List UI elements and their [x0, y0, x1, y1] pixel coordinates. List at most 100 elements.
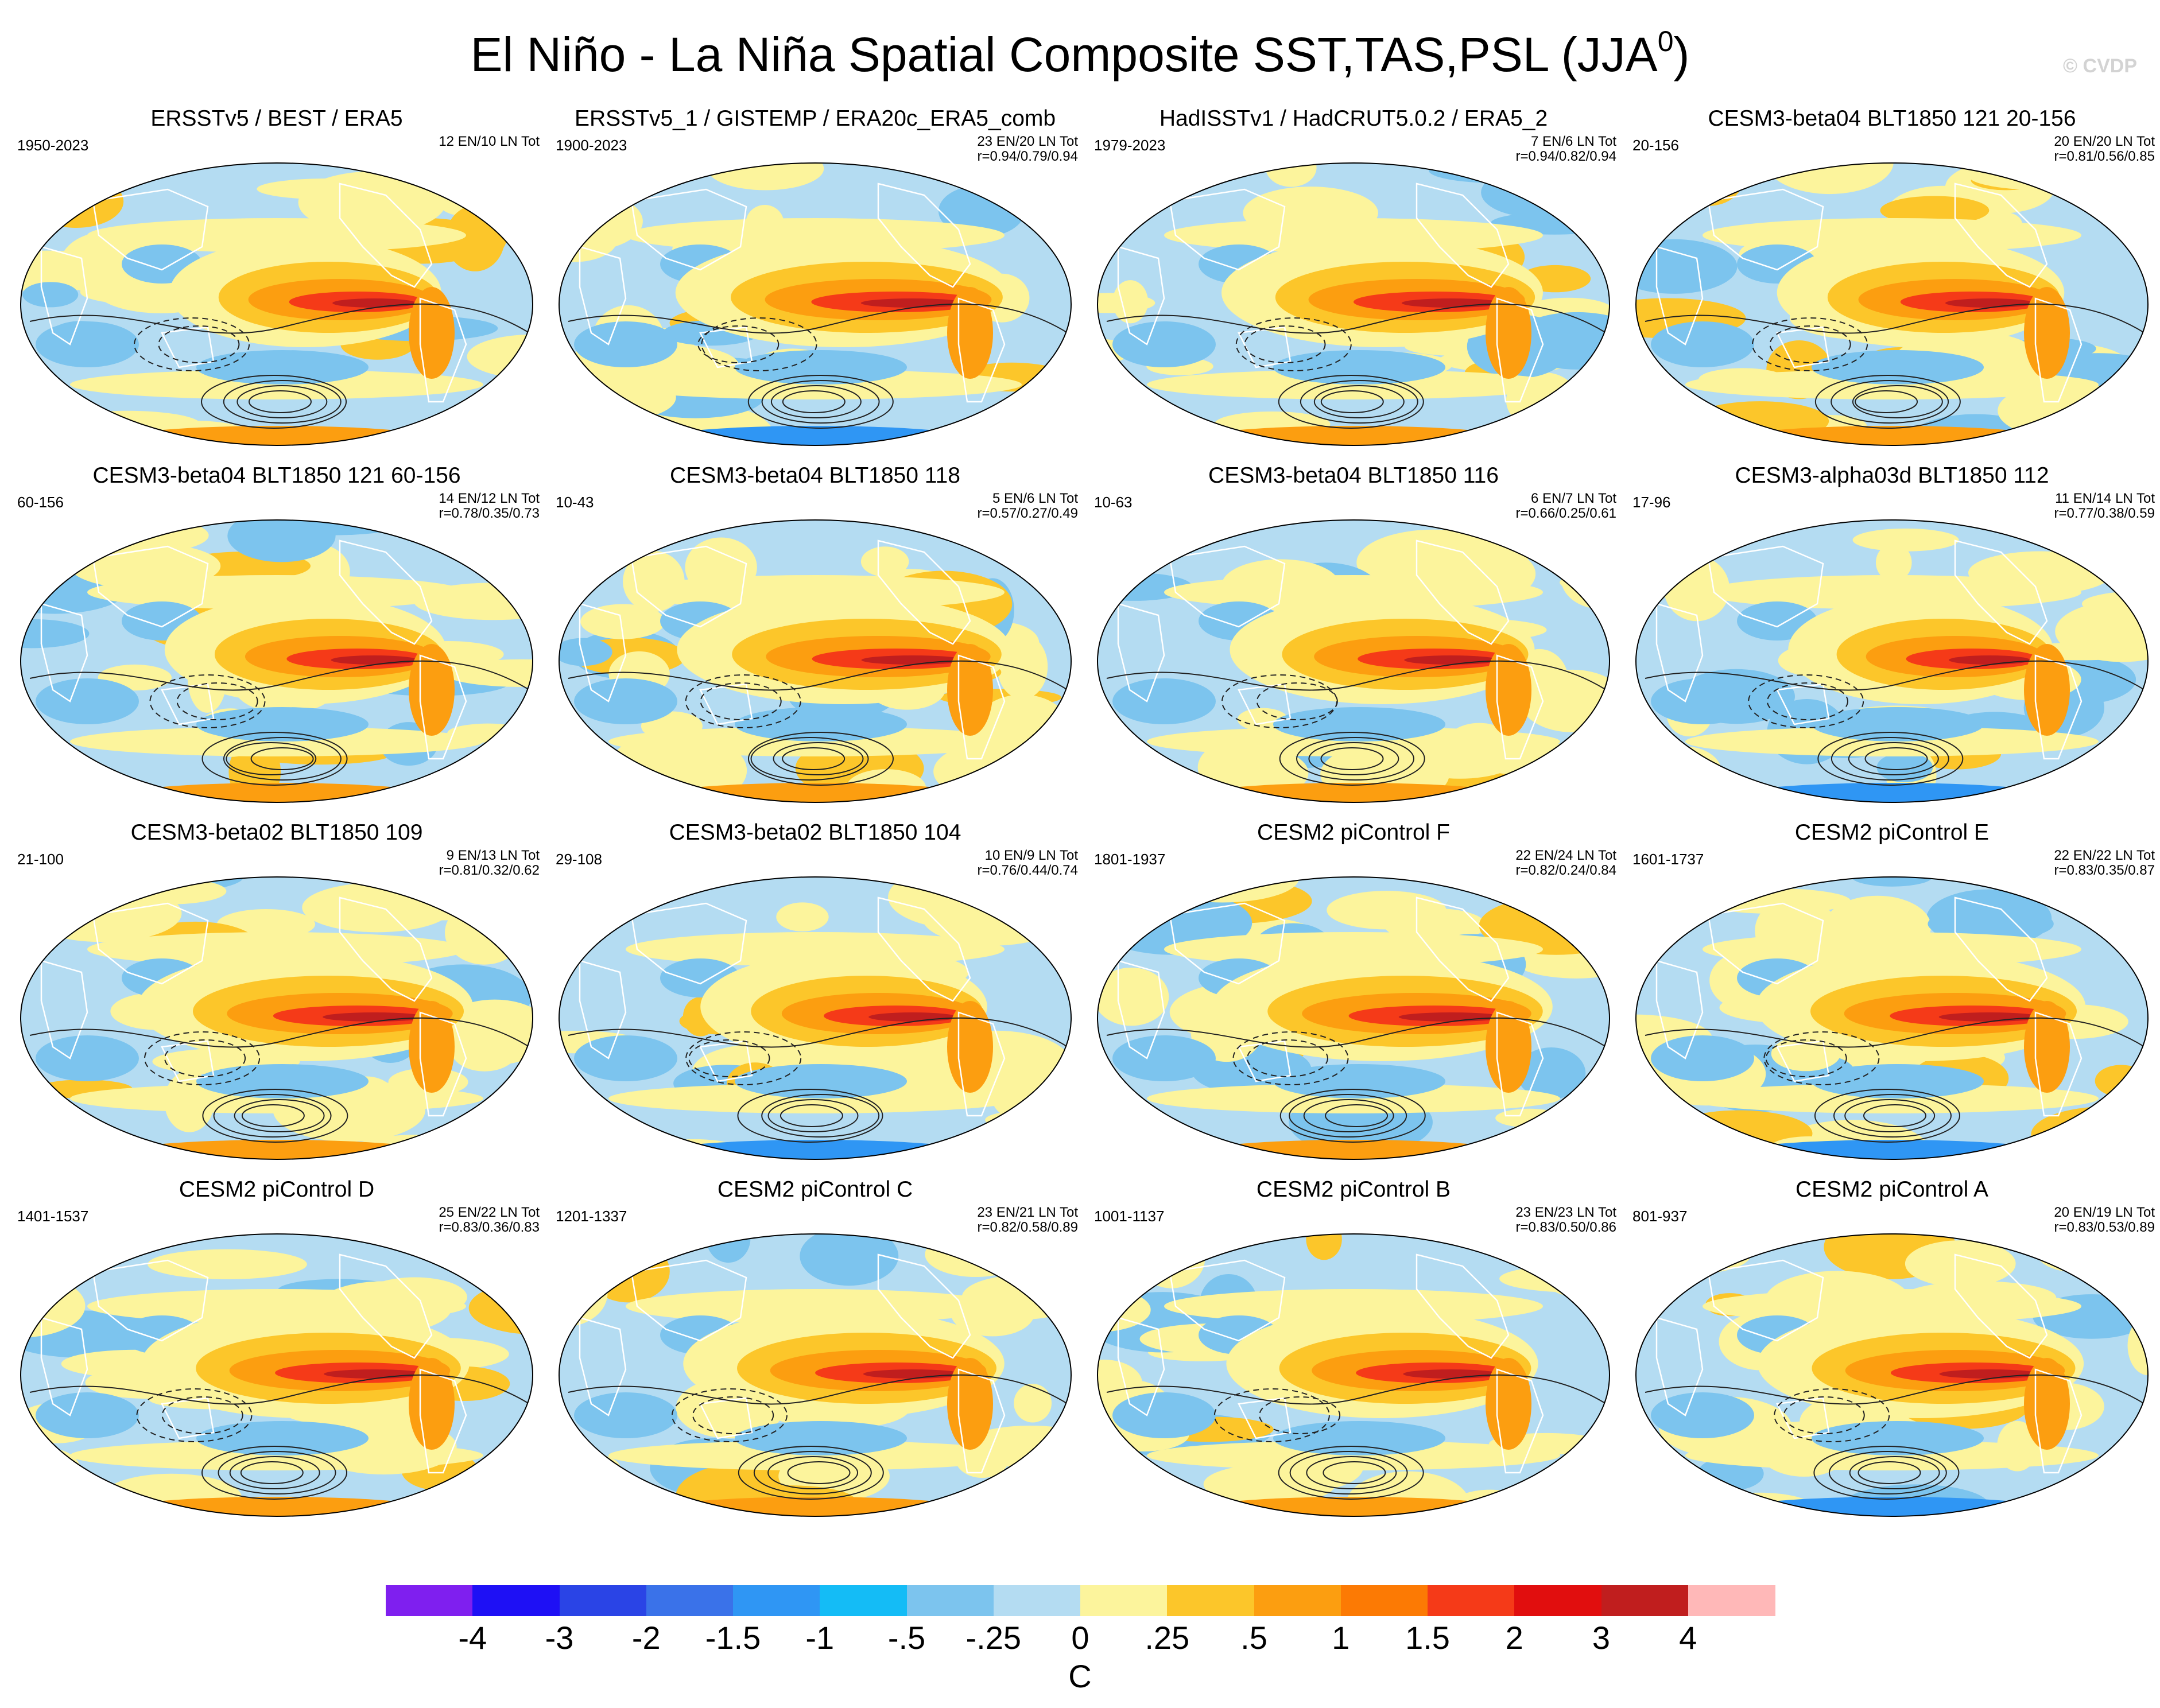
coastline: [339, 539, 433, 645]
anomaly-patch: [735, 1064, 907, 1098]
polar-anomaly: [643, 1140, 987, 1159]
anomaly-patch: [925, 1234, 1026, 1277]
colorbar: [386, 1585, 1775, 1616]
anomaly-patch: [1875, 544, 1912, 582]
anomaly-band: [70, 1441, 483, 1470]
anomaly-patch: [1651, 678, 1754, 724]
psl-contour-zero: [1106, 303, 1607, 334]
coastal-warm: [409, 1001, 455, 1093]
map-panel: HadISSTv1 / HadCRUT5.0.2 / ERA5_2 1979-20…: [1084, 106, 1623, 461]
coastline: [1238, 1040, 1292, 1082]
anomaly-band: [608, 1441, 1022, 1470]
robinson-map: [559, 876, 1072, 1160]
psl-contour-positive: [753, 1451, 872, 1495]
anomaly-patch: [1905, 1240, 2016, 1287]
enso-core-max: [1404, 655, 1498, 665]
coastline: [92, 188, 209, 271]
coastline: [40, 603, 88, 702]
anomaly-patch: [1112, 280, 1149, 324]
anomaly-patch: [1112, 1035, 1216, 1081]
map-outline: [1097, 876, 1610, 1160]
robinson-map: [1635, 1233, 2149, 1517]
psl-contour-zero: [1645, 303, 2145, 334]
coastal-warm: [947, 1358, 993, 1450]
panel-counts: 6 EN/7 LN Tot: [1531, 491, 1616, 506]
coastline: [1954, 1253, 2048, 1359]
coastal-warm: [947, 287, 993, 379]
panel-counts: 5 EN/6 LN Tot: [992, 491, 1078, 506]
coastal-warm: [409, 1358, 455, 1450]
colorbar-swatch: [820, 1585, 907, 1616]
anomaly-patch: [467, 334, 533, 379]
map-panel: CESM3-beta04 BLT1850 118 10-43 5 EN/6 LN T…: [545, 463, 1085, 818]
anomaly-patch: [1098, 168, 1163, 220]
panel-correlation: r=0.76/0.44/0.74: [977, 863, 1078, 878]
coastline: [877, 1253, 971, 1359]
psl-contour-positive: [1852, 385, 1943, 418]
panel-stats: 20 EN/20 LN Tot r=0.81/0.56/0.85: [2054, 134, 2155, 164]
anomaly-patch: [1481, 167, 1590, 218]
map-outline: [1635, 876, 2149, 1160]
anomaly-patch: [1112, 321, 1216, 367]
panel-counts: 10 EN/9 LN Tot: [984, 848, 1078, 863]
panel-stats: 12 EN/10 LN Tot: [439, 134, 540, 149]
anomaly-patch: [1098, 1112, 1172, 1159]
anomaly-patch: [574, 1035, 677, 1081]
anomaly-patch: [36, 1035, 139, 1081]
colorbar-swatch: [1167, 1585, 1254, 1616]
coastal-warm: [2024, 644, 2070, 736]
robinson-map: [20, 876, 533, 1160]
anomaly-patch: [474, 389, 533, 445]
coastline: [1954, 183, 2048, 288]
anomaly-patch: [1851, 877, 1933, 887]
panel-title: CESM3-beta04 BLT1850 121 20-156: [1708, 106, 2076, 131]
robinson-map: [1635, 162, 2149, 446]
anomaly-band: [608, 727, 1022, 756]
coastline: [1655, 246, 1704, 346]
map-panel: CESM3-alpha03d BLT1850 112 17-96 11 EN/14 …: [1622, 463, 2160, 818]
panel-title: HadISSTv1 / HadCRUT5.0.2 / ERA5_2: [1159, 106, 1548, 131]
coastline: [1238, 326, 1292, 368]
map-outline: [1097, 519, 1610, 803]
panel-stats: 11 EN/14 LN Tot r=0.77/0.38/0.59: [2054, 491, 2155, 521]
coastline: [1117, 960, 1165, 1059]
anomaly-patch: [36, 1392, 139, 1438]
robinson-map: [559, 1233, 1072, 1517]
anomaly-patch: [2104, 1124, 2148, 1159]
psl-contour-positive: [782, 390, 846, 413]
psl-contour-positive: [1289, 1451, 1408, 1495]
coastline: [579, 960, 627, 1059]
psl-contour-positive: [773, 742, 864, 775]
psl-contour-negative: [1259, 1396, 1341, 1434]
panel-years: 17-96: [1632, 494, 1671, 511]
psl-contour-positive: [1279, 732, 1425, 786]
anomaly-patch: [1014, 1384, 1052, 1423]
anomaly-patch: [735, 707, 907, 742]
coastal-warm: [2024, 287, 2070, 379]
anomaly-patch: [1053, 1280, 1071, 1325]
psl-contour-positive: [767, 1099, 859, 1132]
anomaly-patch: [1112, 1392, 1216, 1438]
panel-title: CESM3-beta04 BLT1850 118: [670, 463, 960, 488]
coastline: [419, 1368, 467, 1474]
anomaly-patch: [21, 527, 112, 548]
colorbar-swatch: [386, 1585, 473, 1616]
panel-correlation: r=0.81/0.32/0.62: [439, 863, 540, 878]
psl-contour-positive: [1296, 737, 1414, 781]
map-panel: CESM3-beta02 BLT1850 104 29-108 10 EN/9 LN…: [545, 820, 1085, 1175]
psl-contour-negative: [1783, 1396, 1865, 1434]
panel-counts: 22 EN/24 LN Tot: [1515, 848, 1616, 863]
psl-contour-positive: [248, 390, 312, 413]
colorbar-tick-label: 0: [1071, 1620, 1089, 1656]
robinson-map: [1097, 1233, 1610, 1517]
panel-title: CESM3-beta04 BLT1850 121 60-156: [92, 463, 461, 488]
psl-contour-negative: [1213, 1388, 1330, 1442]
anomaly-patch: [1880, 196, 1990, 225]
anomaly-patch: [196, 1064, 369, 1098]
panel-title: CESM3-beta02 BLT1850 109: [130, 820, 423, 845]
coastline: [40, 1317, 88, 1416]
colorbar-swatch: [472, 1585, 560, 1616]
psl-contour-positive: [218, 1451, 336, 1495]
colorbar-swatch: [559, 1585, 647, 1616]
coastal-warm: [2024, 1001, 2070, 1093]
